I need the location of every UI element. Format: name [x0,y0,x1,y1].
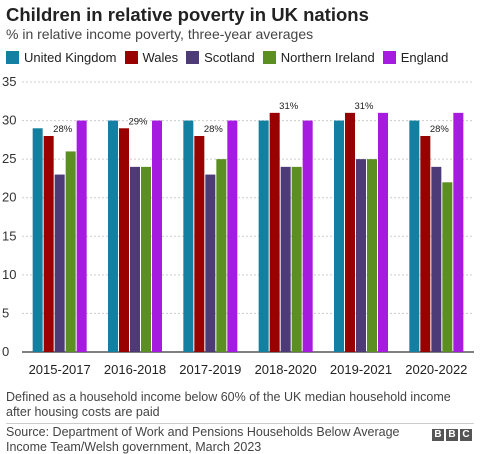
y-tick-label: 35 [2,74,16,89]
chart-title: Children in relative poverty in UK natio… [6,4,369,25]
legend-label: United Kingdom [24,50,117,65]
bar-united-kingdom-2016-2018 [108,120,118,352]
y-tick-label: 10 [2,267,16,282]
legend-item-england: England [382,50,449,65]
legend-swatch [382,51,396,64]
legend-label: Wales [142,50,179,65]
source-note: Source: Department of Work and Pensions … [6,425,400,454]
x-tick-label: 2019-2021 [330,362,392,377]
bar-northern-ireland-2020-2022 [442,182,453,352]
bar-northern-ireland-2019-2021 [367,159,377,352]
bar-wales-2020-2022 [420,136,431,352]
bar-united-kingdom-2019-2021 [334,120,344,352]
bar-united-kingdom-2017-2019 [183,120,194,352]
y-tick-label: 15 [2,228,16,243]
data-label: 28% [53,124,73,135]
x-tick-label: 2017-2019 [179,362,241,377]
bar-northern-ireland-2017-2019 [216,159,227,352]
bar-wales-2017-2019 [194,136,205,352]
legend-item-northern-ireland: Northern Ireland [262,50,375,65]
y-tick-label: 5 [2,305,9,320]
legend-item-united-kingdom: United Kingdom [6,50,117,65]
y-tick-label: 20 [2,190,16,205]
data-label: 29% [128,116,148,127]
legend-item-scotland: Scotland [186,50,255,65]
legend-label: England [400,50,449,65]
bar-united-kingdom-2018-2020 [258,120,269,352]
bar-united-kingdom-2020-2022 [409,120,420,352]
x-tick-label: 2016-2018 [104,362,166,377]
divider [6,423,474,424]
bar-england-2017-2019 [227,120,238,352]
bar-chart: 0 5 10 15 20 25 30 35 2015-2017 2016-2018 2017-201… [2,74,474,377]
legend-item-wales: Wales [124,50,179,65]
x-tick-label: 2015-2017 [29,362,91,377]
legend: United Kingdom Wales Scotland Northern Irel… [6,50,456,65]
bar-england-2018-2020 [302,120,313,352]
bar-scotland-2016-2018 [130,166,140,352]
data-label: 31% [279,101,299,112]
logo-letter: B [432,429,444,441]
legend-swatch [6,51,19,64]
legend-label: Northern Ireland [280,50,375,65]
bar-england-2015-2017 [76,120,87,352]
bar-england-2020-2022 [453,112,464,352]
bar-scotland-2019-2021 [356,159,366,352]
bar-wales-2019-2021 [345,112,355,352]
data-label: 28% [430,124,450,135]
data-label: 28% [204,124,224,135]
legend-swatch [262,51,276,64]
y-tick-label: 25 [2,151,16,166]
bar-wales-2016-2018 [119,128,129,352]
bar-northern-ireland-2016-2018 [141,166,151,352]
x-tick-label: 2020-2022 [405,362,467,377]
bar-scotland-2017-2019 [205,174,216,352]
bar-united-kingdom-2015-2017 [32,128,43,352]
footnote: Defined as a household income below 60% … [6,390,451,419]
legend-swatch [186,51,200,64]
data-label: 31% [354,101,374,112]
y-tick-label: 0 [2,344,9,359]
bar-northern-ireland-2015-2017 [65,151,76,352]
bar-wales-2018-2020 [269,112,280,352]
bar-england-2016-2018 [152,120,162,352]
logo-letter: B [446,429,458,441]
x-tick-label: 2018-2020 [255,362,317,377]
bar-scotland-2020-2022 [431,166,442,352]
bar-scotland-2015-2017 [54,174,65,352]
bar-northern-ireland-2018-2020 [291,166,302,352]
legend-label: Scotland [204,50,255,65]
bar-england-2019-2021 [378,112,388,352]
bar-wales-2015-2017 [43,136,54,352]
chart-subtitle: % in relative income poverty, three-year… [6,26,314,42]
bar-scotland-2018-2020 [280,166,291,352]
legend-swatch [124,51,138,64]
y-tick-label: 30 [2,113,16,128]
logo-letter: C [460,429,472,441]
